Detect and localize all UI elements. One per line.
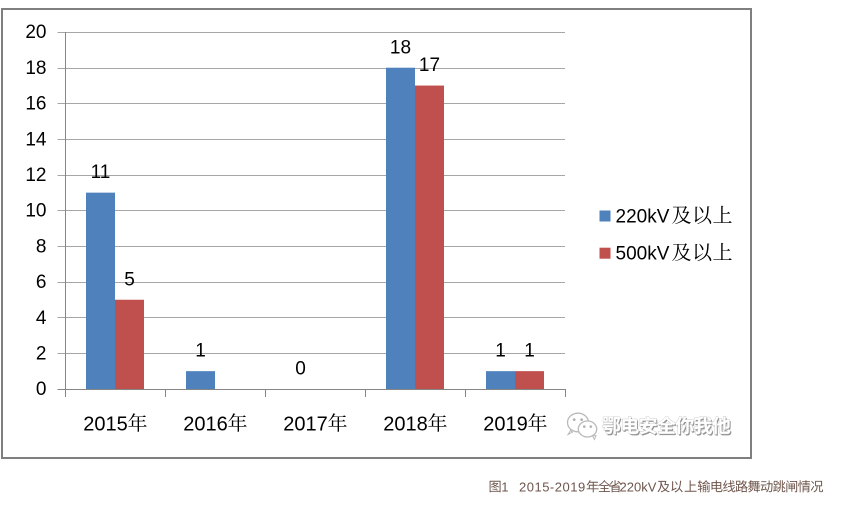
svg-text:1: 1 bbox=[495, 341, 506, 362]
svg-text:1: 1 bbox=[524, 341, 535, 362]
svg-text:500kV: 500kV bbox=[616, 244, 670, 265]
svg-text:0: 0 bbox=[295, 359, 306, 380]
svg-text:2016: 2016 bbox=[183, 413, 228, 435]
svg-text:12: 12 bbox=[25, 165, 46, 186]
svg-text:220kV: 220kV bbox=[616, 206, 670, 227]
svg-text:11: 11 bbox=[91, 162, 111, 183]
svg-text:2017: 2017 bbox=[283, 413, 328, 435]
svg-text:220kV: 220kV bbox=[620, 479, 657, 494]
svg-text:18: 18 bbox=[390, 37, 411, 58]
svg-text:1: 1 bbox=[195, 341, 206, 362]
svg-text:16: 16 bbox=[25, 94, 46, 115]
svg-text:2015: 2015 bbox=[83, 413, 128, 435]
svg-text:6: 6 bbox=[36, 272, 47, 293]
svg-text:2: 2 bbox=[36, 344, 47, 365]
svg-text:8: 8 bbox=[36, 236, 47, 257]
svg-text:20: 20 bbox=[25, 22, 46, 43]
svg-text:14: 14 bbox=[25, 129, 47, 150]
svg-text:2015-2019: 2015-2019 bbox=[519, 479, 586, 494]
svg-text:2019: 2019 bbox=[483, 413, 528, 435]
svg-text:18: 18 bbox=[25, 58, 46, 79]
svg-text:1: 1 bbox=[501, 479, 508, 494]
svg-text:4: 4 bbox=[36, 308, 47, 329]
svg-text:5: 5 bbox=[124, 269, 135, 290]
svg-text:17: 17 bbox=[419, 55, 440, 76]
svg-text:2018: 2018 bbox=[383, 413, 428, 435]
svg-text:0: 0 bbox=[36, 379, 47, 400]
svg-text:10: 10 bbox=[25, 201, 46, 222]
